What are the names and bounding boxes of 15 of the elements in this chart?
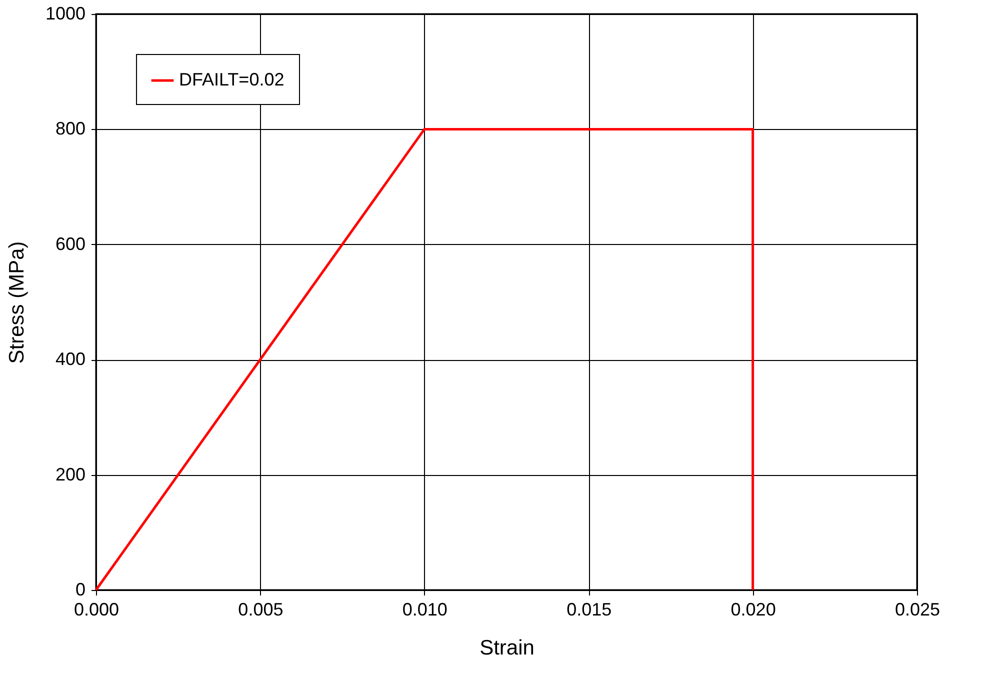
legend-label: DFAILT=0.02	[179, 70, 284, 90]
y-axis-title: Stress (MPa)	[5, 241, 28, 364]
y-tick-label: 200	[55, 464, 86, 484]
y-tick-label: 600	[55, 234, 86, 254]
y-tick-label: 1000	[45, 4, 86, 24]
x-tick-label: 0.020	[730, 600, 776, 620]
x-tick-label: 0.000	[74, 600, 120, 620]
x-tick-label: 0.010	[402, 600, 448, 620]
x-tick-label: 0.025	[894, 600, 940, 620]
y-tick-label: 400	[55, 349, 86, 370]
x-tick-label: 0.005	[238, 600, 284, 620]
y-tick-label: 800	[55, 118, 86, 139]
y-tick-label: 0	[75, 580, 86, 600]
x-axis-title: Strain	[480, 636, 534, 660]
x-tick-label: 0.015	[566, 600, 612, 620]
